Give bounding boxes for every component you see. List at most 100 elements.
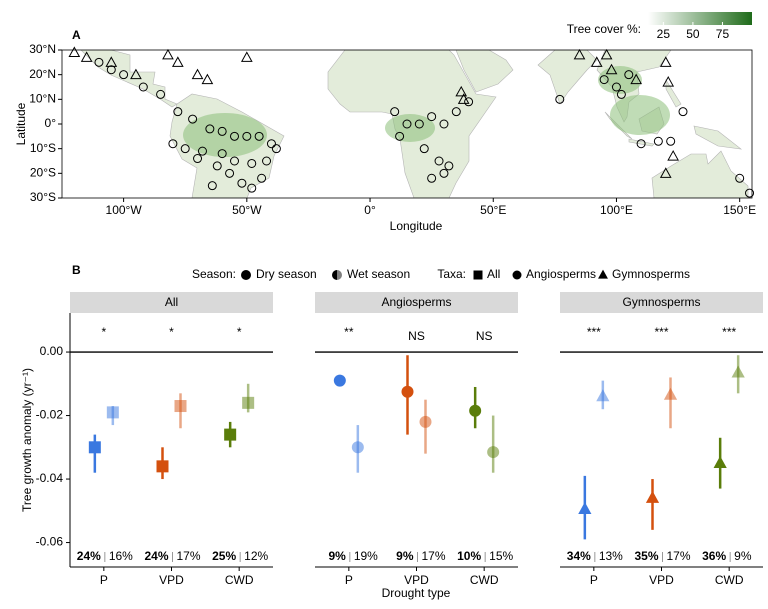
site-point <box>616 89 626 99</box>
land <box>693 125 743 150</box>
x-tick-label: 150°E <box>723 203 756 217</box>
wet-share-label: 17% <box>667 549 691 563</box>
site-point <box>402 119 412 129</box>
x-tick-label: 50°E <box>480 203 506 217</box>
site-point <box>138 82 148 92</box>
y-tick-label: 0° <box>45 116 57 130</box>
site-point <box>247 158 257 168</box>
point <box>224 428 237 441</box>
point <box>333 374 346 387</box>
site-point <box>68 46 81 57</box>
site-point <box>247 183 257 193</box>
wet-share-label: 16% <box>109 549 133 563</box>
site-point <box>217 126 227 136</box>
y-tick-label: 30°S <box>30 190 56 204</box>
site-point <box>573 48 586 60</box>
x-tick-label: CWD <box>225 573 254 587</box>
site-point <box>395 131 405 141</box>
site-point <box>653 136 663 146</box>
site-point <box>427 173 437 183</box>
site-point <box>105 56 118 67</box>
significance-label: NS <box>476 329 493 343</box>
significance-label: * <box>101 325 106 339</box>
wet-share-label: 12% <box>244 549 268 563</box>
site-point <box>94 57 104 67</box>
x-tick-label: VPD <box>159 573 184 587</box>
legend-label: Gymnosperms <box>612 267 690 281</box>
y-tick-label: 20°S <box>30 166 56 180</box>
wet-share-label: 9% <box>734 549 752 563</box>
significance-label: NS <box>408 329 425 343</box>
site-point <box>555 94 565 104</box>
site-point <box>237 178 247 188</box>
site-point <box>262 156 272 166</box>
y-axis-title: Latitude <box>14 102 28 145</box>
site-point <box>197 146 207 156</box>
site-point <box>257 173 267 183</box>
point <box>174 400 187 413</box>
legend-marker <box>598 269 608 279</box>
wet-share-label: 15% <box>489 549 513 563</box>
x-tick-label: P <box>100 573 108 587</box>
site-point <box>119 70 129 80</box>
site-point <box>455 85 468 97</box>
site-point <box>611 82 621 92</box>
facet-title: Gymnosperms <box>622 295 700 309</box>
y-axis-title: Tree growth anomaly (yr⁻¹) <box>20 368 34 512</box>
site-point <box>188 114 198 124</box>
site-point <box>240 51 253 62</box>
site-point <box>630 73 643 85</box>
site-point <box>451 107 461 117</box>
site-point <box>217 149 227 159</box>
site-point <box>439 168 449 178</box>
panel-label: B <box>72 263 81 277</box>
y-tick-label: 20°N <box>29 67 56 81</box>
land <box>628 138 655 147</box>
site-point <box>427 112 437 122</box>
site-point <box>191 68 204 80</box>
legend-label: All <box>487 267 500 281</box>
land <box>537 50 598 105</box>
legend-marker <box>473 270 483 280</box>
wet-share-label: 19% <box>354 549 378 563</box>
y-tick-label: 10°S <box>30 141 56 155</box>
site-point <box>590 56 603 67</box>
site-point <box>745 188 755 198</box>
site-point <box>735 173 745 183</box>
site-point <box>600 48 613 60</box>
site-point <box>254 131 264 141</box>
legend-marker <box>241 270 251 280</box>
x-tick-label: CWD <box>715 573 744 587</box>
site-point <box>444 161 454 171</box>
site-point <box>667 150 679 161</box>
facet-strip <box>560 292 763 313</box>
site-point <box>193 154 203 164</box>
point <box>731 365 745 378</box>
land <box>651 150 749 198</box>
significance-label: ** <box>344 325 354 339</box>
site-point <box>173 107 183 117</box>
land-layer <box>62 50 752 198</box>
point <box>419 415 432 428</box>
x-tick-label: VPD <box>649 573 674 587</box>
forest-area <box>610 95 670 135</box>
colorbar-title: Tree cover %: <box>567 22 641 36</box>
site-point <box>464 97 474 107</box>
significance-label: *** <box>654 325 668 339</box>
y-tick-label: -0.04 <box>36 471 64 485</box>
site-point <box>205 124 215 134</box>
legend-marker <box>512 270 522 280</box>
point <box>663 387 678 400</box>
site-point <box>130 68 142 80</box>
y-tick-label: 10°N <box>29 92 56 106</box>
site-point <box>605 63 618 75</box>
wet-share-label: 17% <box>177 549 201 563</box>
site-point <box>168 139 178 149</box>
legend-title: Season: <box>192 267 236 281</box>
x-tick-label: VPD <box>404 573 429 587</box>
point <box>351 441 364 454</box>
point <box>596 389 610 402</box>
dry-share-label: 9% <box>396 549 414 563</box>
x-tick-label: CWD <box>470 573 499 587</box>
